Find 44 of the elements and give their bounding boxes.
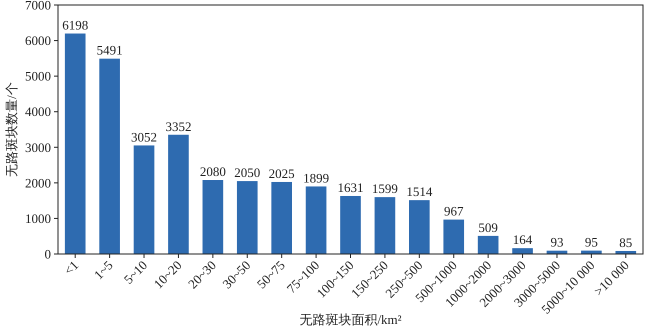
data-label: 93 (550, 234, 564, 250)
x-tick-label: 1~5 (90, 258, 116, 282)
data-label: 2025 (268, 166, 295, 181)
data-label: 1514 (406, 184, 433, 200)
bar (271, 182, 292, 254)
bar (443, 220, 464, 254)
bar (236, 181, 258, 254)
bar (168, 134, 189, 254)
bar (340, 196, 361, 254)
bar (478, 236, 498, 254)
data-label: 95 (584, 234, 598, 250)
bar (99, 58, 120, 254)
y-tick-label: 0 (44, 246, 51, 262)
data-label: 2080 (200, 164, 226, 180)
data-label: 85 (619, 234, 632, 250)
data-label: 164 (512, 232, 533, 248)
bar (546, 250, 568, 254)
data-label: 1631 (338, 180, 364, 195)
data-label: 2050 (234, 165, 260, 180)
y-tick-label: 5000 (25, 68, 51, 84)
data-label: 5491 (96, 42, 123, 58)
data-label: 1899 (303, 170, 330, 186)
y-tick-label: 1000 (25, 210, 51, 226)
x-tick-label: <1 (60, 258, 82, 278)
y-tick-label: 3000 (25, 140, 51, 155)
y-tick-label: 4000 (25, 104, 51, 120)
y-axis-title: 无路斑块数量/个 (4, 82, 19, 177)
bar (409, 200, 430, 254)
data-label: 509 (478, 220, 498, 235)
bar (374, 197, 396, 254)
data-label: 3352 (165, 118, 192, 134)
x-axis-title: 无路斑块面积/km² (299, 312, 402, 327)
data-label: 1599 (372, 181, 398, 196)
data-label: 967 (444, 204, 464, 219)
bar (64, 34, 86, 254)
bar (202, 180, 224, 254)
bar (134, 145, 154, 254)
y-tick-label: 7000 (25, 0, 51, 12)
y-tick-label: 6000 (25, 33, 51, 48)
data-label: 6198 (62, 18, 88, 33)
data-label: 3052 (131, 129, 158, 144)
y-tick-label: 2000 (25, 175, 51, 190)
bar (306, 186, 326, 254)
bar (512, 248, 533, 254)
